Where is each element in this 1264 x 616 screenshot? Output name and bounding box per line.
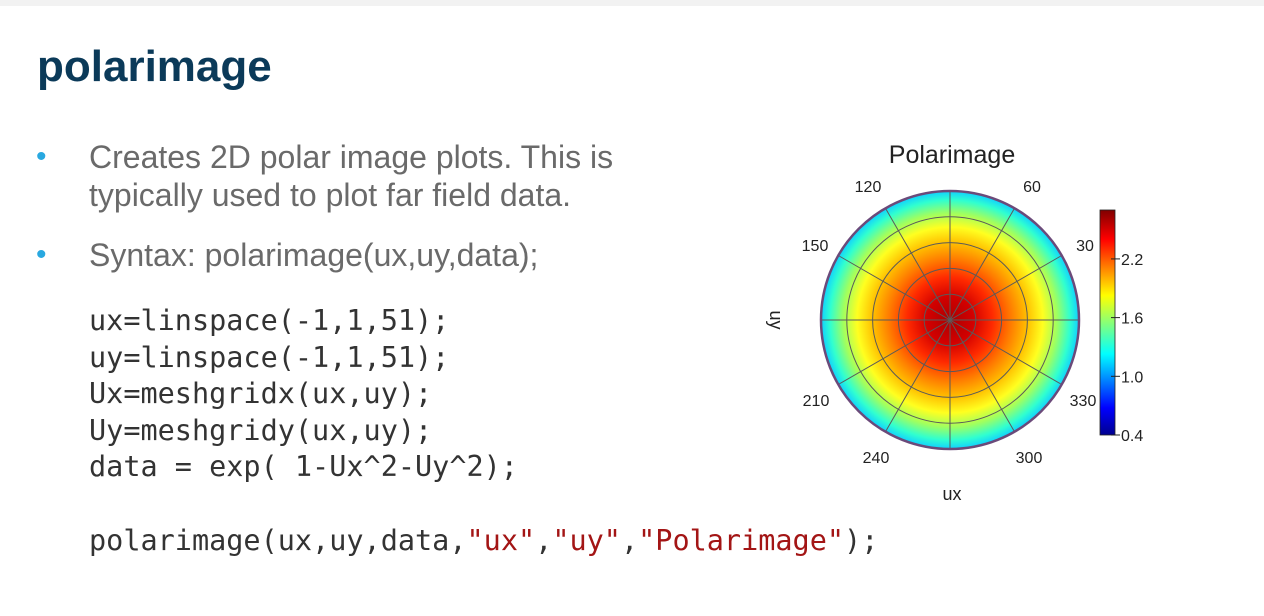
y-axis-label: uy [766, 310, 786, 329]
x-axis-label: ux [942, 484, 961, 504]
bullet-text: Creates 2D polar image plots. This is ty… [89, 139, 614, 213]
polar-grid-spoke [885, 319, 951, 432]
code-block: ux=linspace(-1,1,51); uy=linspace(-1,1,5… [89, 303, 518, 486]
call-comma: , [620, 524, 639, 557]
bullet-dot-icon: • [36, 238, 47, 271]
code-line: uy=linspace(-1,1,51); [89, 340, 450, 374]
polar-grid-spoke [885, 208, 951, 321]
colorbar-tick-label: 2.2 [1121, 252, 1143, 269]
call-arg-title: "Polarimage" [638, 524, 845, 557]
call-suffix: ); [844, 524, 879, 557]
colorbar-tick-label: 0.4 [1121, 428, 1143, 445]
polar-grid-spoke [949, 255, 1062, 321]
polar-outline [819, 189, 1081, 451]
top-band [0, 0, 1264, 6]
call-prefix: polarimage(ux,uy,data, [89, 524, 467, 557]
polar-image-plot: Polarimage 120 60 150 30 210 330 240 300… [766, 141, 1143, 504]
call-arg-xlabel: "ux" [466, 524, 536, 557]
colorbar-tick-label: 1.0 [1121, 369, 1143, 386]
slide-title: polarimage [37, 42, 272, 91]
polar-grid-spoke [838, 319, 951, 385]
colorbar-tick-label: 1.6 [1121, 311, 1143, 328]
angle-label-330: 330 [1070, 393, 1097, 410]
code-line: ux=linspace(-1,1,51); [89, 304, 450, 337]
polar-grid-spoke [949, 208, 1015, 321]
code-line: Ux=meshgridx(ux,uy); [89, 377, 433, 410]
code-line: Uy=meshgridy(ux,uy); [89, 413, 433, 447]
colorbar [1099, 209, 1116, 436]
angle-label-30: 30 [1076, 238, 1094, 255]
colorbar-ticks: 2.2 1.6 1.0 0.4 [1111, 252, 1143, 445]
call-comma: , [535, 524, 553, 557]
chart-title: Polarimage [889, 141, 1015, 169]
polar-grid-spoke [949, 319, 1062, 385]
bullet-item: • Creates 2D polar image plots. This is … [36, 138, 726, 214]
angle-label-210: 210 [803, 393, 830, 410]
polar-grid-spoke [949, 319, 1015, 432]
angle-label-60: 60 [1023, 179, 1041, 196]
angle-label-150: 150 [802, 238, 829, 255]
bullet-list: • Creates 2D polar image plots. This is … [36, 138, 726, 296]
angle-label-240: 240 [863, 450, 890, 467]
bullet-item: • Syntax: polarimage(ux,uy,data); [36, 236, 726, 274]
code-line: data = exp( 1-Ux^2-Uy^2); [89, 450, 518, 483]
call-arg-ylabel: "uy" [552, 524, 621, 557]
polar-grid-spoke [838, 255, 951, 321]
code-call-line: polarimage(ux,uy,data,"ux","uy","Polarim… [89, 523, 878, 560]
bullet-dot-icon: • [36, 140, 47, 173]
polar-grid [821, 191, 1079, 449]
bullet-text: Syntax: polarimage(ux,uy,data); [89, 237, 539, 273]
angle-label-300: 300 [1016, 450, 1043, 467]
angle-label-120: 120 [855, 179, 882, 196]
